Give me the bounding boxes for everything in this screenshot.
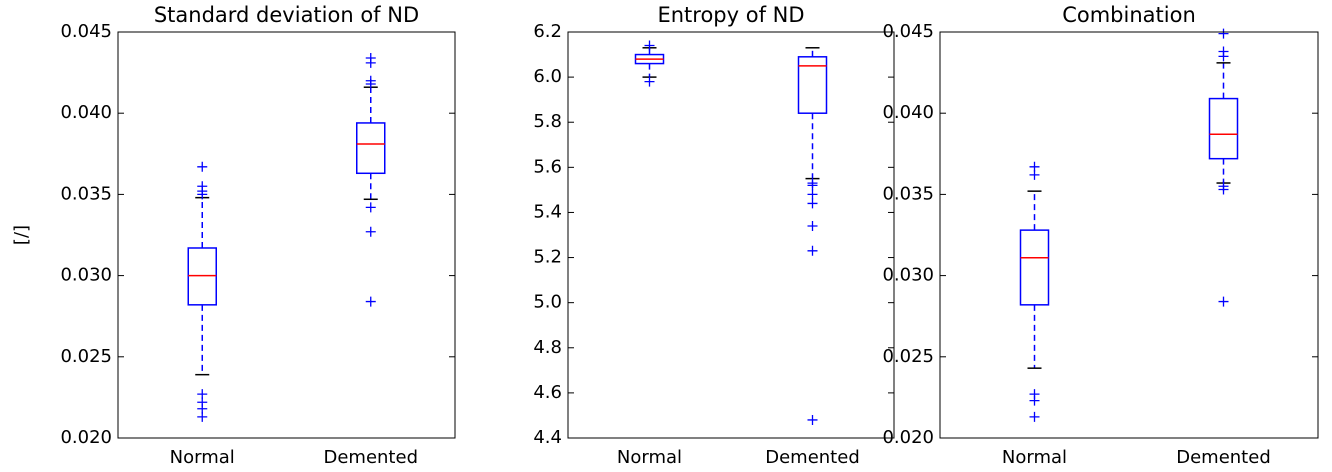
outlier (365, 202, 376, 213)
chart-title: Combination (1062, 3, 1196, 27)
outlier (807, 180, 818, 191)
y-tick-label: 5.0 (533, 292, 562, 313)
y-tick-label: 0.030 (882, 265, 934, 286)
outlier (644, 40, 655, 51)
outlier (1029, 395, 1040, 406)
outlier (197, 189, 208, 200)
outlier (1218, 28, 1229, 39)
y-tick-label: 6.0 (533, 66, 562, 87)
outlier (1218, 51, 1229, 62)
y-tick-label: 5.8 (533, 111, 562, 132)
y-tick-label: 0.035 (882, 183, 934, 204)
outlier (365, 57, 376, 68)
outlier (1218, 296, 1229, 307)
outlier (644, 76, 655, 87)
y-tick-label: 0.035 (60, 183, 112, 204)
outlier (365, 226, 376, 237)
y-tick-label: 0.020 (882, 427, 934, 448)
y-tick-label: 0.040 (882, 102, 934, 123)
y-tick-label: 0.045 (882, 21, 934, 42)
outlier (807, 198, 818, 209)
y-tick-label: 0.045 (60, 21, 112, 42)
chart-title: Standard deviation of ND (154, 3, 419, 27)
y-tick-label: 0.030 (60, 265, 112, 286)
outlier (1029, 411, 1040, 422)
y-tick-label: 0.025 (60, 346, 112, 367)
x-tick-label: Demented (765, 447, 860, 468)
y-tick-label: 4.8 (533, 337, 562, 358)
x-tick-label: Normal (1002, 447, 1067, 468)
axes-frame (939, 31, 1319, 439)
outlier (807, 414, 818, 425)
axes-frame (117, 31, 456, 439)
outlier (1029, 169, 1040, 180)
x-tick-label: Normal (170, 447, 235, 468)
y-tick-label: 5.6 (533, 156, 562, 177)
box (187, 247, 217, 306)
outlier (365, 78, 376, 89)
outlier (365, 296, 376, 307)
outlier (197, 161, 208, 172)
box (1208, 97, 1239, 160)
x-tick-label: Demented (323, 447, 418, 468)
chart-title: Entropy of ND (657, 3, 804, 27)
y-tick-label: 0.020 (60, 427, 112, 448)
box (356, 122, 386, 175)
y-tick-label: 0.025 (882, 346, 934, 367)
box (797, 56, 828, 114)
outlier (807, 220, 818, 231)
outlier (1218, 184, 1229, 195)
outlier (197, 411, 208, 422)
y-tick-label: 4.4 (533, 427, 562, 448)
outlier (807, 189, 818, 200)
y-tick-label: 5.2 (533, 247, 562, 268)
y-tick-label: 4.6 (533, 382, 562, 403)
axes-frame (567, 31, 895, 439)
x-tick-label: Normal (617, 447, 682, 468)
y-tick-label: 0.040 (60, 102, 112, 123)
y-tick-label: 5.4 (533, 201, 562, 222)
x-tick-label: Demented (1176, 447, 1271, 468)
y-tick-label: 6.2 (533, 21, 562, 42)
outlier (807, 245, 818, 256)
box (1019, 229, 1050, 306)
y-axis-label: [/] (11, 225, 32, 245)
